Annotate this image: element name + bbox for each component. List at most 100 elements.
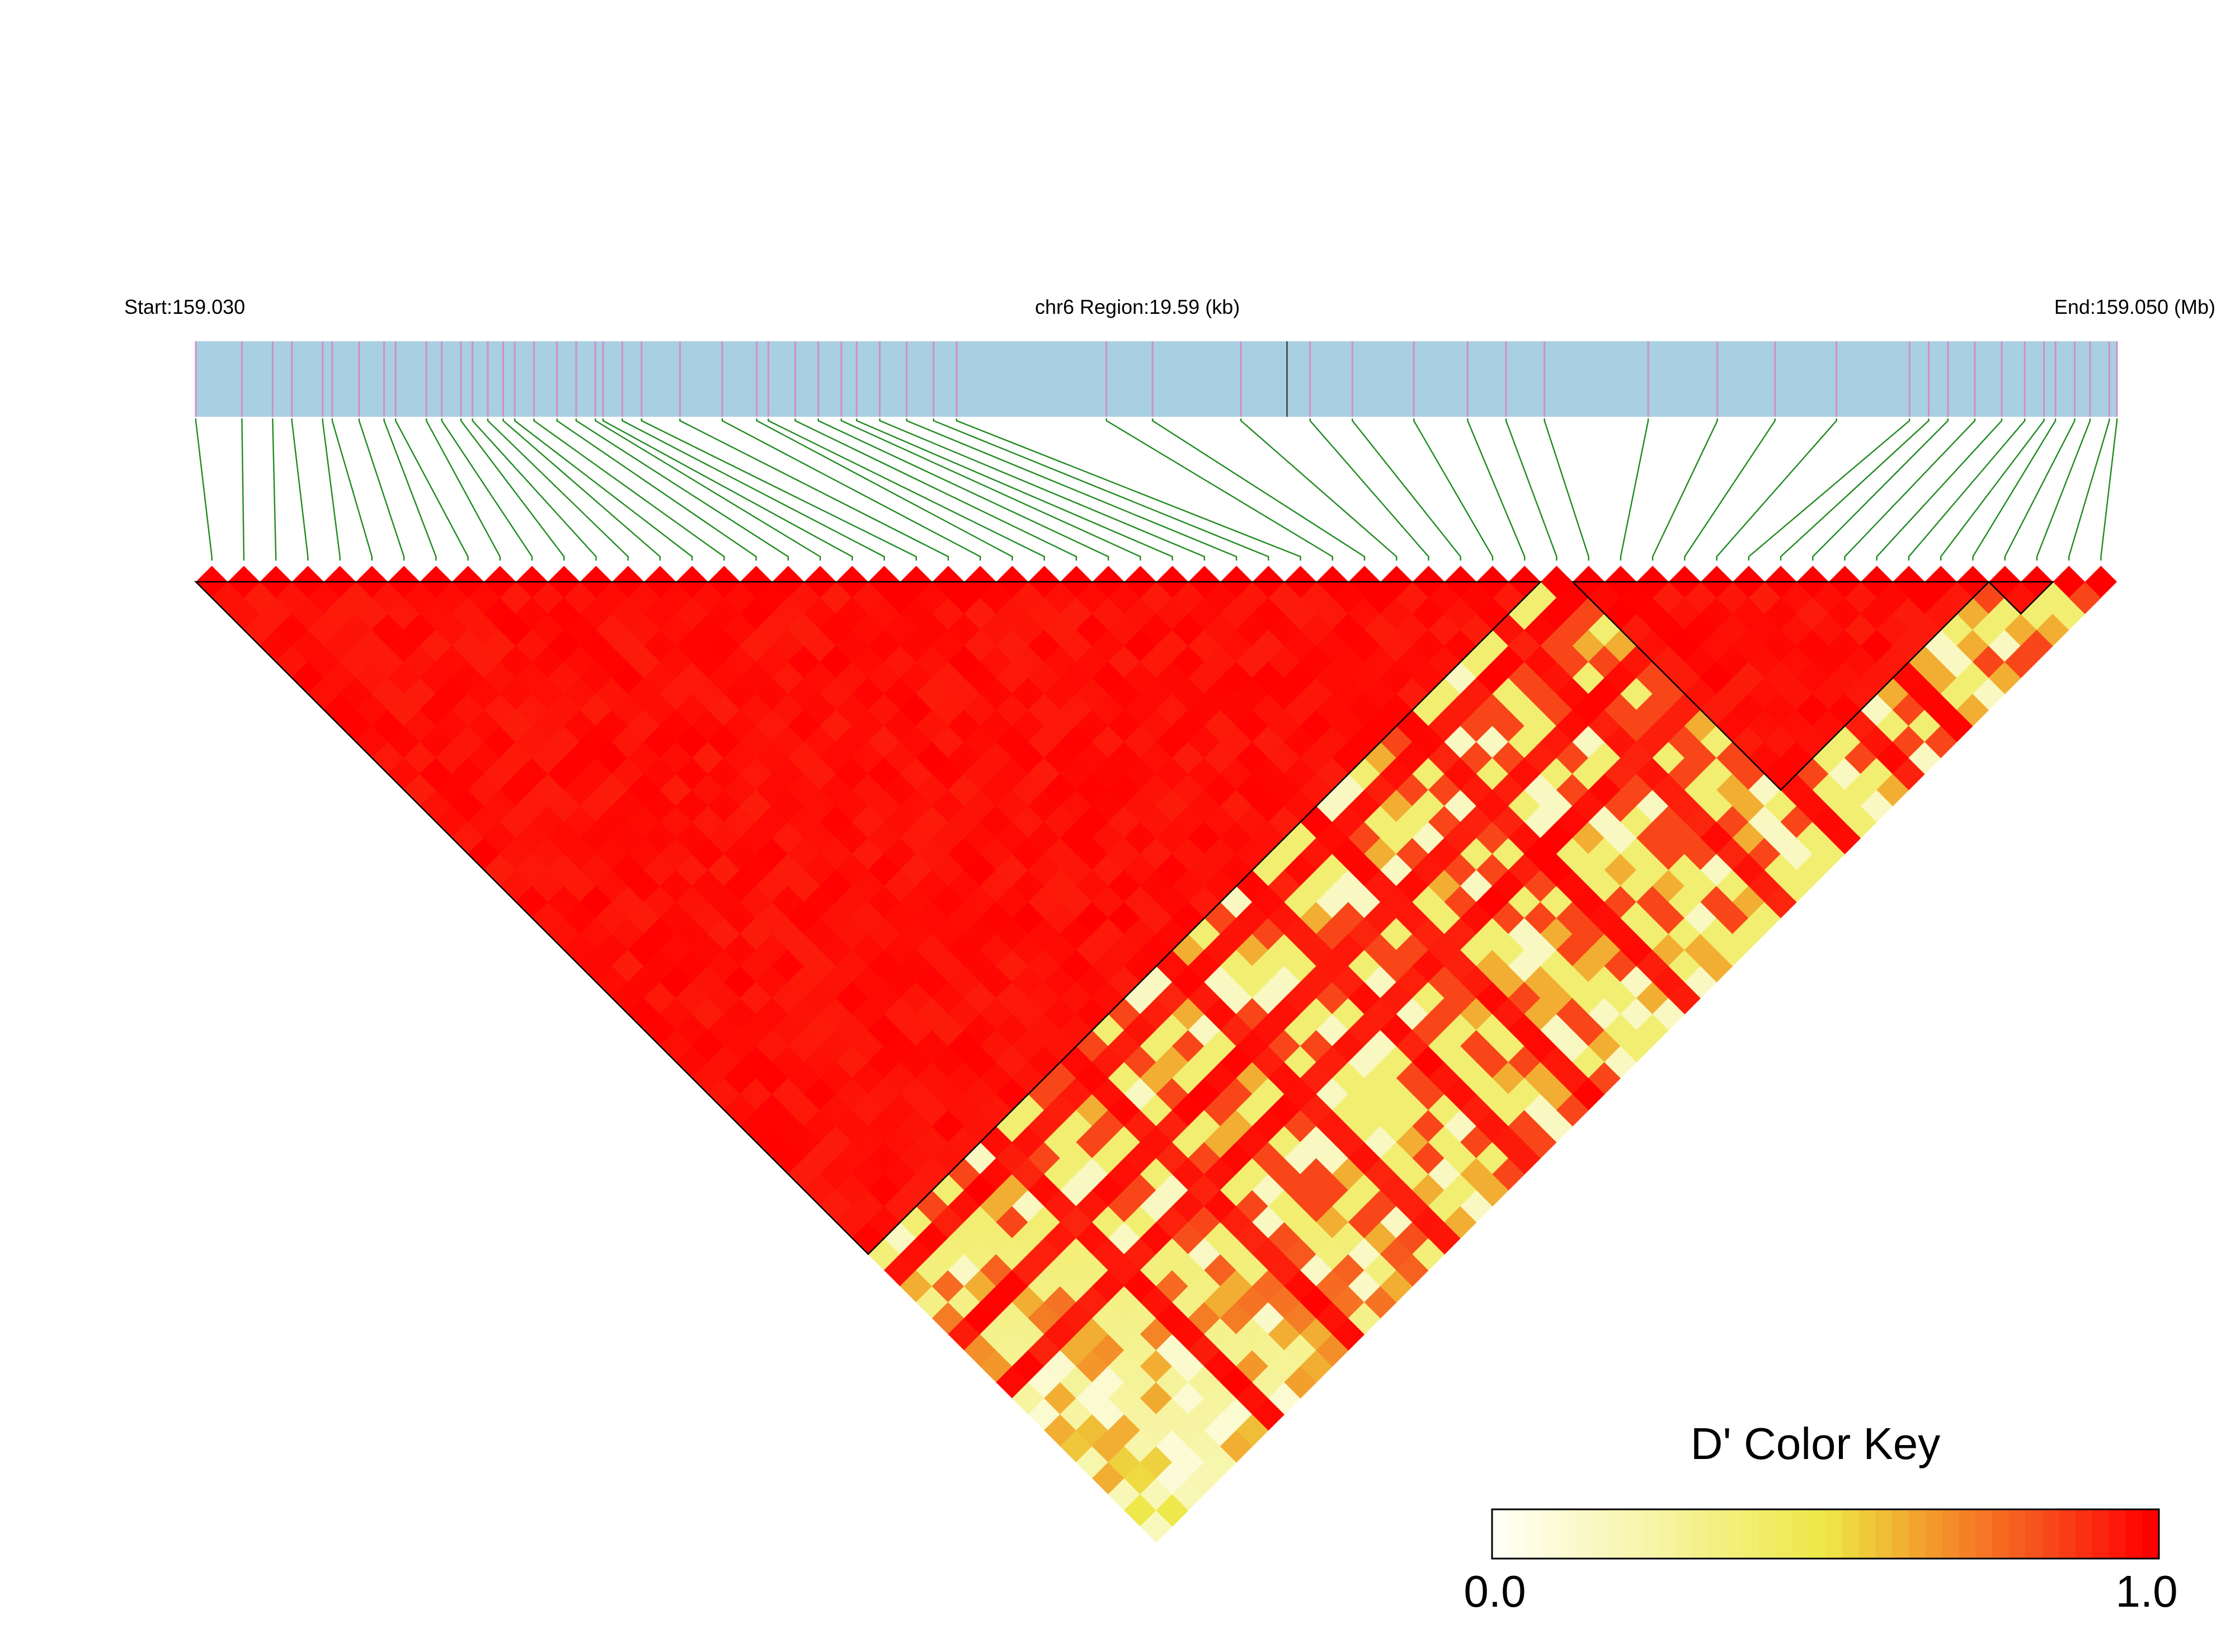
snp-connector [241,418,245,561]
snp-connector [1844,418,1976,561]
snp-connector [502,418,661,561]
color-key-cell [2092,1509,2110,1559]
start-label: Start:159.030 [124,295,245,318]
snp-connector [602,418,853,561]
snp-connector [575,418,789,561]
color-key-cell [2109,1509,2126,1559]
snp-connector [514,418,693,561]
snp-connector [1105,418,1333,561]
color-key-cell [2059,1509,2076,1559]
color-key-cell [2076,1509,2093,1559]
snp-connector [641,418,917,561]
snp-connector-group [195,418,2118,561]
color-key-cell [1758,1509,1776,1559]
color-key-title: D' Color Key [1691,1419,1941,1469]
ld-block-outline [194,581,1542,1255]
snp-connector [472,418,597,561]
ld-heatmap [211,581,2101,1543]
snp-connector [768,418,1045,561]
snp-connector [879,418,1206,561]
snp-connector [358,418,405,561]
snp-connector [622,418,885,561]
color-key-cell [1542,1509,1559,1559]
snp-connector [756,418,1013,561]
snp-connector [331,418,373,561]
snp-connector [595,418,821,561]
snp-connector [487,418,629,561]
snp-connector [383,418,437,561]
snp-connector [272,418,277,561]
color-key-cell [1925,1509,1943,1559]
snp-connector [1240,418,1398,561]
color-key-cell [1675,1509,1693,1559]
snp-connector [533,418,725,561]
snp-connector [1620,418,1649,561]
color-key-max-label: 1.0 [2115,1566,2177,1616]
snp-connector [1972,418,2057,561]
color-key-cell [1825,1509,1843,1559]
color-key-cell [1942,1509,1959,1559]
snp-marker [2053,566,2085,598]
snp-connector [2004,418,2076,561]
snp-connector [195,418,213,561]
color-key-cell [1575,1509,1593,1559]
color-key-cell [1709,1509,1726,1559]
color-key-cell [1875,1509,1893,1559]
snp-connector [1413,418,1494,561]
color-key: D' Color Key 0.0 1.0 [1464,1419,2177,1616]
snp-connector [1309,418,1429,561]
snp-connector [441,418,533,561]
color-key-cell [1642,1509,1659,1559]
color-key-cell [1959,1509,1976,1559]
snp-connector [721,418,981,561]
snp-connector [322,418,341,561]
color-key-cell [1809,1509,1826,1559]
snp-connector [460,418,565,561]
snp-connector [1716,418,1837,561]
color-key-gradient [1492,1509,2159,1559]
snp-tick-group [195,341,2118,417]
snp-connector [1651,418,1718,561]
region-label: chr6 Region:19.59 (kb) [1035,295,1240,318]
color-key-cell [2008,1509,2026,1559]
snp-connector [817,418,1109,561]
region-track [195,341,2118,417]
color-key-cell [1792,1509,1809,1559]
snp-connector [840,418,1141,561]
color-key-cell [1659,1509,1676,1559]
snp-connector [679,418,949,561]
snp-connector [1467,418,1526,561]
snp-connector [1505,418,1558,561]
snp-connector [1876,418,2003,561]
snp-connector [1684,418,1776,561]
color-key-cell [1592,1509,1610,1559]
color-key-cell [2125,1509,2143,1559]
region-track-bar [196,341,2117,417]
snp-connector [1352,418,1461,561]
color-key-cell [1559,1509,1576,1559]
color-key-cell [1975,1509,1993,1559]
snp-connector [1812,418,1949,561]
snp-marker [2085,566,2117,598]
snp-connector [2100,418,2118,561]
ld-block-outline [1987,581,2055,615]
snp-connector [425,418,501,561]
color-key-cell [1742,1509,1759,1559]
color-key-border [1491,1508,2160,1560]
snp-connector [1748,418,1911,561]
snp-connector [2068,418,2110,561]
snp-connector [1908,418,2026,561]
color-key-cell [1909,1509,1926,1559]
color-key-cell [1725,1509,1743,1559]
color-key-min-label: 0.0 [1464,1566,1526,1616]
color-key-cell [1525,1509,1542,1559]
color-key-cell [2142,1509,2159,1559]
color-key-cell [2042,1509,2059,1559]
color-key-cell [1892,1509,1909,1559]
snp-connector [856,418,1173,561]
color-key-cell [1508,1509,1526,1559]
snp-connector [1780,418,1930,561]
end-label: End:159.050 (Mb) [2054,295,2215,318]
color-key-cell [1608,1509,1626,1559]
